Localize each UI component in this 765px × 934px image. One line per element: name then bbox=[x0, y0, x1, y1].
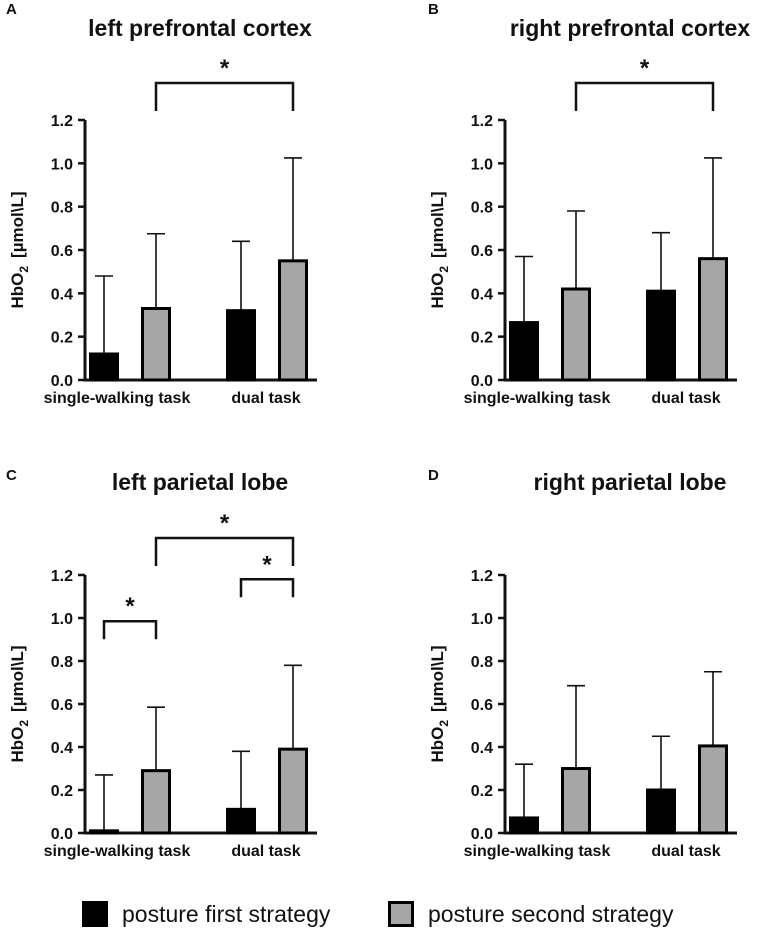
legend-item-second: posture second strategy bbox=[388, 898, 673, 930]
legend-swatch-second bbox=[388, 901, 414, 927]
legend-label-second: posture second strategy bbox=[428, 900, 674, 927]
y-axis-label-sub: 2 bbox=[17, 720, 31, 727]
x-category-label: single-walking task bbox=[464, 390, 611, 407]
y-axis-label-main: HbO bbox=[428, 273, 447, 309]
bar bbox=[141, 769, 171, 835]
significance-star: * bbox=[262, 551, 272, 578]
y-axis-label-main: HbO bbox=[8, 273, 27, 309]
x-category-label: single-walking task bbox=[44, 390, 191, 407]
legend-item-first: posture first strategy bbox=[82, 898, 330, 930]
y-tick-label: 1.0 bbox=[471, 156, 493, 173]
y-tick-label: 1.0 bbox=[471, 611, 493, 628]
significance-bracket bbox=[574, 81, 715, 111]
legend-label-first: posture first strategy bbox=[122, 900, 331, 927]
legend: posture first strategy posture second st… bbox=[0, 898, 765, 934]
bar bbox=[561, 287, 591, 382]
y-axis-label: HbO2 [µmol\L] bbox=[8, 645, 31, 762]
y-tick-label: 0.0 bbox=[51, 826, 73, 843]
y-tick-label: 0.8 bbox=[471, 654, 493, 671]
y-tick-label: 0.0 bbox=[471, 373, 493, 390]
bar bbox=[89, 352, 119, 382]
y-tick-label: 0.6 bbox=[51, 697, 73, 714]
y-tick-label: 0.2 bbox=[51, 330, 73, 347]
significance-bracket bbox=[154, 81, 295, 111]
y-axis-label-sub: 2 bbox=[437, 720, 451, 727]
bar bbox=[278, 259, 308, 382]
x-category-label: dual task bbox=[651, 390, 720, 407]
panel-letter: D bbox=[428, 467, 439, 484]
y-tick-label: 0.2 bbox=[471, 330, 493, 347]
bar bbox=[509, 816, 539, 835]
y-tick-label: 0.4 bbox=[51, 286, 73, 303]
y-tick-label: 0.8 bbox=[51, 654, 73, 671]
bar bbox=[698, 257, 728, 382]
x-category-label: single-walking task bbox=[44, 843, 191, 860]
panel-title: left parietal lobe bbox=[112, 469, 288, 495]
y-axis-label-unit: [µmol\L] bbox=[8, 645, 27, 711]
y-tick-label: 1.0 bbox=[51, 156, 73, 173]
y-tick-label: 0.6 bbox=[471, 697, 493, 714]
y-tick-label: 0.2 bbox=[51, 783, 73, 800]
y-axis-label-main: HbO bbox=[8, 727, 27, 763]
significance-bracket bbox=[239, 578, 295, 598]
y-tick-label: 0.8 bbox=[471, 200, 493, 217]
y-tick-label: 0.2 bbox=[471, 783, 493, 800]
panel-letter: A bbox=[6, 1, 17, 18]
bar bbox=[141, 307, 171, 382]
panel-title: right prefrontal cortex bbox=[510, 15, 750, 41]
y-tick-label: 0.0 bbox=[51, 373, 73, 390]
bar bbox=[698, 744, 728, 835]
y-tick-label: 1.2 bbox=[51, 568, 73, 585]
y-tick-label: 0.6 bbox=[51, 243, 73, 260]
y-tick-label: 1.2 bbox=[51, 113, 73, 130]
significance-star: * bbox=[220, 510, 230, 537]
bar bbox=[226, 309, 256, 382]
y-axis-label: HbO2 [µmol\L] bbox=[428, 645, 451, 762]
significance-star: * bbox=[220, 55, 230, 82]
y-tick-label: 0.8 bbox=[51, 200, 73, 217]
bar bbox=[646, 788, 676, 835]
panel-title: left prefrontal cortex bbox=[88, 15, 312, 41]
significance-bracket bbox=[102, 619, 158, 640]
y-axis-label-main: HbO bbox=[428, 727, 447, 763]
bar bbox=[226, 807, 256, 835]
y-axis-label-unit: [µmol\L] bbox=[8, 191, 27, 257]
x-category-label: dual task bbox=[231, 390, 300, 407]
significance-bracket bbox=[154, 536, 295, 566]
y-tick-label: 0.4 bbox=[471, 286, 493, 303]
y-tick-label: 1.2 bbox=[471, 113, 493, 130]
bar bbox=[89, 829, 119, 835]
y-axis-label-sub: 2 bbox=[437, 266, 451, 273]
x-category-label: single-walking task bbox=[464, 843, 611, 860]
y-tick-label: 0.4 bbox=[471, 740, 493, 757]
panel-letter: C bbox=[6, 467, 17, 484]
bar bbox=[278, 747, 308, 835]
x-category-label: dual task bbox=[231, 843, 300, 860]
y-axis-label-sub: 2 bbox=[17, 266, 31, 273]
y-axis-label-unit: [µmol\L] bbox=[428, 191, 447, 257]
x-category-label: dual task bbox=[651, 843, 720, 860]
y-tick-label: 0.6 bbox=[471, 243, 493, 260]
y-tick-label: 0.4 bbox=[51, 740, 73, 757]
significance-star: * bbox=[125, 593, 135, 620]
y-axis-label-unit: [µmol\L] bbox=[428, 645, 447, 711]
bar bbox=[561, 767, 591, 835]
y-tick-label: 1.0 bbox=[51, 611, 73, 628]
panel-title: right parietal lobe bbox=[534, 469, 727, 495]
bar bbox=[646, 289, 676, 382]
y-axis-label: HbO2 [µmol\L] bbox=[8, 191, 31, 308]
significance-star: * bbox=[640, 55, 650, 82]
y-tick-label: 1.2 bbox=[471, 568, 493, 585]
legend-swatch-first bbox=[82, 901, 108, 927]
y-axis-label: HbO2 [µmol\L] bbox=[428, 191, 451, 308]
y-tick-label: 0.0 bbox=[471, 826, 493, 843]
bar bbox=[509, 321, 539, 382]
panel-letter: B bbox=[428, 1, 439, 18]
